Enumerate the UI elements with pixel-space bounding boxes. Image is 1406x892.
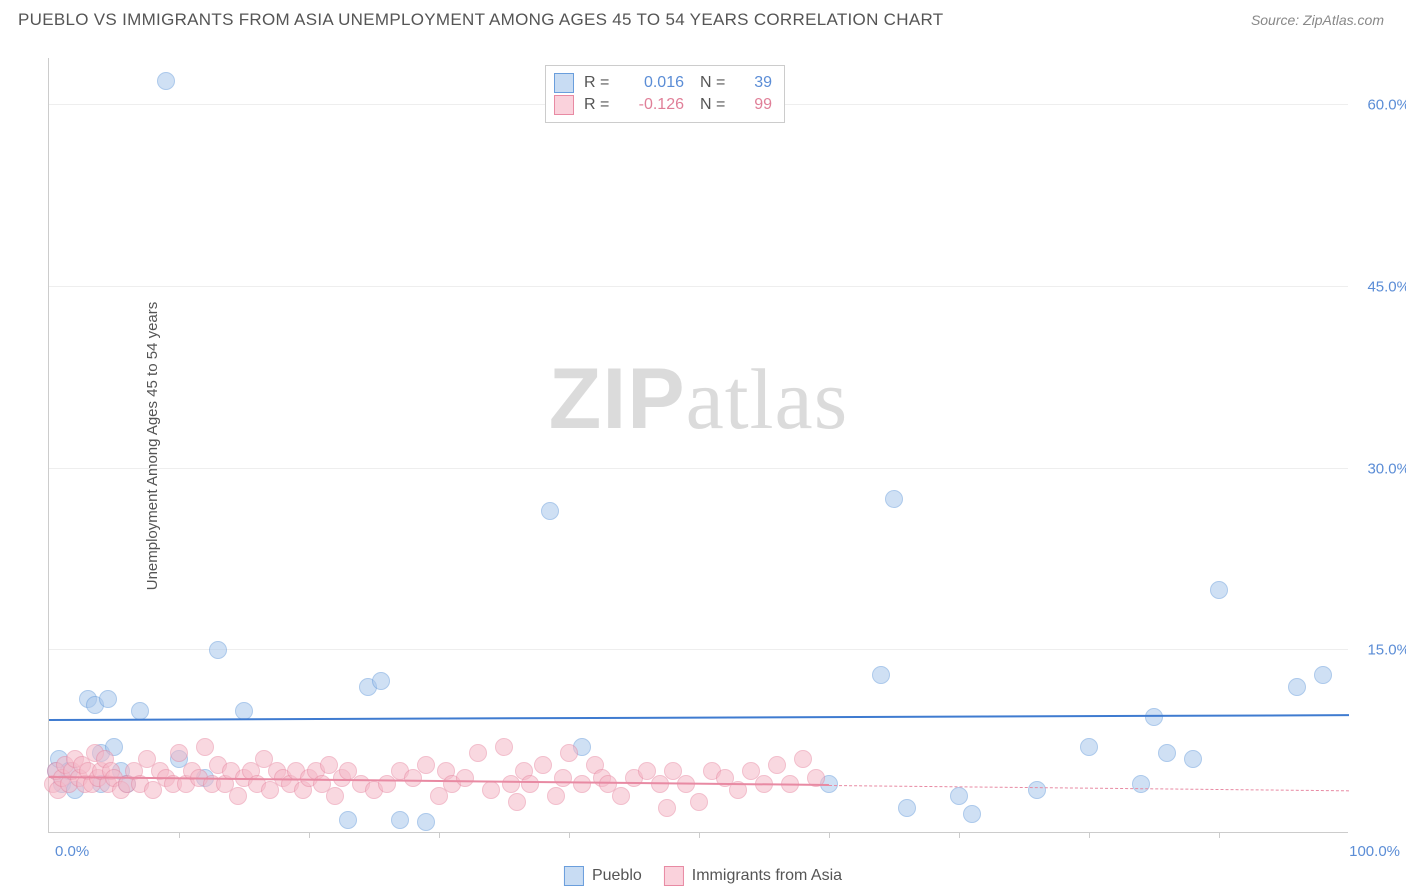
scatter-point xyxy=(963,805,981,823)
scatter-point xyxy=(391,811,409,829)
scatter-point xyxy=(1314,666,1332,684)
scatter-point xyxy=(157,72,175,90)
series-legend-label: Immigrants from Asia xyxy=(692,867,842,885)
scatter-point xyxy=(99,690,117,708)
legend-swatch xyxy=(554,73,574,93)
scatter-point xyxy=(1288,678,1306,696)
scatter-point xyxy=(541,502,559,520)
scatter-point xyxy=(612,787,630,805)
legend-swatch xyxy=(564,866,584,886)
scatter-point xyxy=(658,799,676,817)
scatter-point xyxy=(794,750,812,768)
scatter-point xyxy=(469,744,487,762)
scatter-point xyxy=(456,769,474,787)
x-tick-minor xyxy=(179,832,180,838)
scatter-point xyxy=(372,672,390,690)
scatter-point xyxy=(235,702,253,720)
scatter-point xyxy=(1158,744,1176,762)
y-tick-label: 60.0% xyxy=(1367,97,1406,114)
scatter-point xyxy=(1210,581,1228,599)
gridline-h xyxy=(49,649,1348,650)
scatter-point xyxy=(560,744,578,762)
x-tick-minor xyxy=(959,832,960,838)
legend-corr-row: R =0.016N =39 xyxy=(554,73,772,93)
x-tick-minor xyxy=(309,832,310,838)
y-tick-label: 15.0% xyxy=(1367,642,1406,659)
x-tick-minor xyxy=(1089,832,1090,838)
scatter-point xyxy=(1080,738,1098,756)
scatter-point xyxy=(196,738,214,756)
scatter-point xyxy=(690,793,708,811)
regression-line xyxy=(829,785,1349,791)
x-tick-minor xyxy=(1219,832,1220,838)
scatter-point xyxy=(170,744,188,762)
scatter-point xyxy=(898,799,916,817)
x-tick-label: 100.0% xyxy=(1349,843,1400,860)
scatter-plot-area: ZIPatlas 15.0%30.0%45.0%60.0%0.0%100.0% xyxy=(48,58,1348,833)
series-legend-item: Pueblo xyxy=(564,866,642,886)
legend-swatch xyxy=(664,866,684,886)
scatter-point xyxy=(131,702,149,720)
zipatlas-watermark: ZIPatlas xyxy=(549,349,848,449)
x-tick-minor xyxy=(569,832,570,838)
scatter-point xyxy=(229,787,247,805)
series-legend: Pueblo Immigrants from Asia xyxy=(564,866,842,886)
scatter-point xyxy=(1145,708,1163,726)
scatter-point xyxy=(417,756,435,774)
scatter-point xyxy=(768,756,786,774)
scatter-point xyxy=(417,813,435,831)
series-legend-label: Pueblo xyxy=(592,867,642,885)
chart-title: PUEBLO VS IMMIGRANTS FROM ASIA UNEMPLOYM… xyxy=(18,10,943,30)
y-tick-label: 45.0% xyxy=(1367,279,1406,296)
scatter-point xyxy=(209,641,227,659)
scatter-point xyxy=(339,811,357,829)
scatter-point xyxy=(1028,781,1046,799)
series-legend-item: Immigrants from Asia xyxy=(664,866,842,886)
scatter-point xyxy=(1132,775,1150,793)
x-tick-label: 0.0% xyxy=(55,843,89,860)
x-tick-minor xyxy=(699,832,700,838)
gridline-h xyxy=(49,468,1348,469)
source-attribution: Source: ZipAtlas.com xyxy=(1251,12,1384,28)
correlation-legend: R =0.016N =39R =-0.126N =99 xyxy=(545,65,785,123)
legend-swatch xyxy=(554,95,574,115)
x-tick-minor xyxy=(829,832,830,838)
scatter-point xyxy=(554,769,572,787)
scatter-point xyxy=(872,666,890,684)
scatter-point xyxy=(1184,750,1202,768)
scatter-point xyxy=(521,775,539,793)
scatter-point xyxy=(547,787,565,805)
gridline-h xyxy=(49,286,1348,287)
scatter-point xyxy=(950,787,968,805)
scatter-point xyxy=(534,756,552,774)
scatter-point xyxy=(495,738,513,756)
scatter-point xyxy=(885,490,903,508)
scatter-point xyxy=(482,781,500,799)
legend-corr-row: R =-0.126N =99 xyxy=(554,95,772,115)
y-tick-label: 30.0% xyxy=(1367,460,1406,477)
scatter-point xyxy=(326,787,344,805)
scatter-point xyxy=(508,793,526,811)
scatter-point xyxy=(573,775,591,793)
x-tick-minor xyxy=(439,832,440,838)
